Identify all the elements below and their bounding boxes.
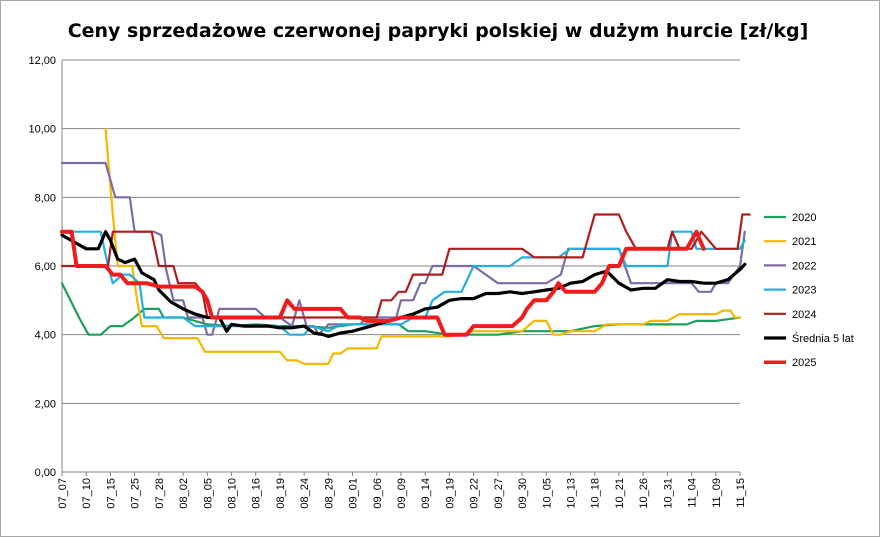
x-tick-label: 08_16 [251, 478, 263, 509]
x-tick-label: 07_25 [130, 478, 142, 509]
x-tick-label: 10_21 [614, 478, 626, 509]
x-tick-label: 09_06 [372, 478, 384, 509]
x-tick-label: 09_19 [444, 478, 456, 509]
x-tick-label: 09_14 [420, 478, 432, 509]
x-tick-label: 08_19 [275, 478, 287, 509]
x-tick-label: 07_15 [105, 478, 117, 509]
y-tick-label: 2,00 [35, 398, 56, 410]
series-line-1 [104, 127, 742, 365]
chart-title: Ceny sprzedażowe czerwonej papryki polsk… [68, 20, 809, 42]
x-tick-label: 09_27 [493, 478, 505, 509]
y-tick-label: 0,00 [35, 467, 56, 479]
y-tick-label: 12,00 [28, 55, 56, 67]
legend-label: 2023 [792, 285, 816, 297]
x-tick-label: 08_24 [299, 478, 311, 509]
axis-layer: 0,00 2,00 4,00 6,00 8,00 10,00 12,00 07_07 07_10… [28, 55, 747, 509]
y-tick-label: 6,00 [35, 261, 56, 273]
x-tick-label: 11_04 [687, 478, 699, 508]
x-tick-label: 10_18 [590, 478, 602, 509]
legend-label: 2025 [792, 357, 816, 369]
x-tick-label: 09_01 [348, 478, 360, 509]
x-tick-label: 11_09 [711, 478, 723, 508]
x-tick-label: 09_30 [517, 478, 529, 509]
x-tick-label: 08_29 [323, 478, 335, 509]
x-tick-label: 09_09 [396, 478, 408, 509]
legend-label: 2020 [792, 212, 816, 224]
x-tick-label: 07_28 [154, 478, 166, 509]
y-tick-label: 4,00 [35, 330, 56, 342]
x-tick-label: 08_05 [202, 478, 214, 509]
x-tick-label: 08_02 [178, 478, 190, 509]
series-layer [60, 127, 751, 365]
x-tick-label: 08_10 [227, 478, 239, 509]
legend: 2020 2021 2022 2023 2024 Średnia 5 lat 2025 [764, 212, 854, 369]
x-tick-label: 07_10 [81, 478, 93, 509]
y-tick-label: 8,00 [35, 192, 56, 204]
series-line-6 [60, 229, 706, 337]
x-tick-label: 10_26 [638, 478, 650, 509]
x-tick-label: 10_13 [566, 478, 578, 509]
legend-label: Średnia 5 lat [792, 332, 854, 345]
x-tick-label: 07_07 [57, 478, 69, 509]
x-tick-label: 09_22 [469, 478, 481, 509]
x-tick-label: 10_05 [541, 478, 553, 509]
x-tick-label: 11_15 [735, 478, 747, 508]
legend-label: 2024 [792, 309, 816, 321]
legend-label: 2022 [792, 260, 816, 272]
series-line-5 [60, 230, 747, 338]
x-tick-label: 10_31 [662, 478, 674, 509]
legend-label: 2021 [792, 236, 816, 248]
series-line-4 [60, 213, 751, 319]
y-tick-label: 10,00 [28, 124, 56, 136]
